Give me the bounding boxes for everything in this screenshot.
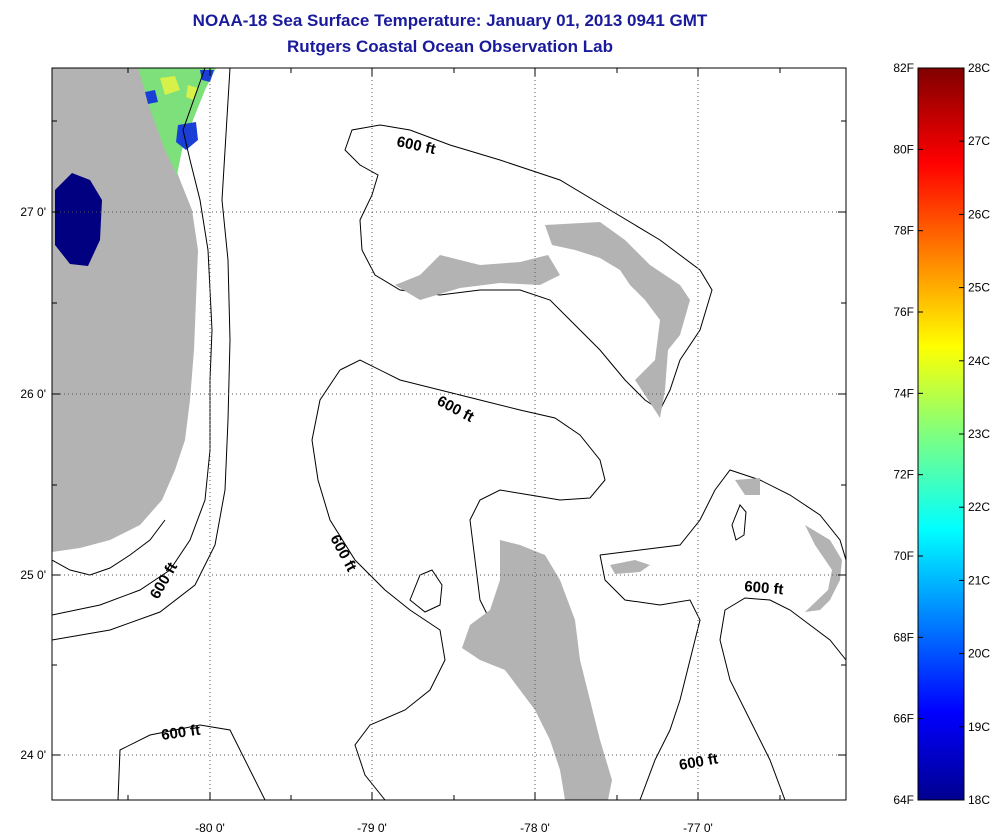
lat-label: 27 0' bbox=[20, 205, 46, 219]
colorbar-c-label: 25C bbox=[968, 281, 990, 295]
lon-label: -78 0' bbox=[520, 821, 550, 835]
abaco-land bbox=[545, 222, 690, 418]
eleuthera-contour bbox=[599, 469, 846, 800]
map-subtitle: Rutgers Coastal Ocean Observation Lab bbox=[287, 37, 613, 56]
colorbar-f-label: 82F bbox=[893, 61, 914, 75]
little-bahama-bank-contour bbox=[344, 124, 713, 411]
grand-bahama-land bbox=[395, 255, 560, 300]
lat-label: 24 0' bbox=[20, 748, 46, 762]
colorbar-f-label: 70F bbox=[893, 549, 914, 563]
west-bank-contour bbox=[311, 369, 446, 800]
contour-label: 600 ft bbox=[160, 722, 201, 744]
map-ticks bbox=[52, 68, 846, 800]
colorbar-f-label: 74F bbox=[893, 386, 914, 400]
andros-land bbox=[462, 540, 612, 800]
colorbar-c-label: 26C bbox=[968, 207, 990, 221]
colorbar-f-label: 64F bbox=[893, 793, 914, 807]
contour-label: 600 ft bbox=[744, 578, 785, 598]
contour-label: 600 ft bbox=[678, 750, 720, 774]
map-title: NOAA-18 Sea Surface Temperature: January… bbox=[192, 11, 708, 30]
colorbar-f-label: 76F bbox=[893, 305, 914, 319]
florida-keys bbox=[52, 519, 166, 576]
lon-label: -79 0' bbox=[357, 821, 387, 835]
sst-warm-spots bbox=[160, 76, 198, 100]
exuma-contour bbox=[599, 554, 701, 800]
colorbar-f-label: 68F bbox=[893, 630, 914, 644]
map-grid bbox=[52, 68, 846, 800]
lat-label: 26 0' bbox=[20, 387, 46, 401]
florida-outer-contour bbox=[52, 68, 231, 641]
colorbar-c-label: 27C bbox=[968, 134, 990, 148]
colorbar-f-label: 80F bbox=[893, 142, 914, 156]
lon-label: -80 0' bbox=[195, 821, 225, 835]
sst-cool-spots bbox=[145, 70, 214, 150]
sst-data-patch bbox=[138, 68, 216, 175]
colorbar-c-label: 24C bbox=[968, 354, 990, 368]
colorbar-c-label: 20C bbox=[968, 647, 990, 661]
colorbar-c-label: 19C bbox=[968, 720, 990, 734]
colorbar-c-label: 23C bbox=[968, 427, 990, 441]
colorbar-c-label: 18C bbox=[968, 793, 990, 807]
colorbar bbox=[917, 67, 965, 801]
colorbar-c-label: 21C bbox=[968, 573, 990, 587]
map-frame bbox=[51, 67, 847, 801]
colorbar-f-label: 78F bbox=[893, 224, 914, 238]
colorbar-ticks bbox=[918, 67, 964, 801]
colorbar-c-label: 28C bbox=[968, 61, 990, 75]
lat-label: 25 0' bbox=[20, 568, 46, 582]
colorbar-f-labels: 82F 80F 78F 76F 74F 72F 70F 68F 66F 64F bbox=[893, 61, 914, 807]
colorbar-f-label: 66F bbox=[893, 712, 914, 726]
colorbar-c-labels: 28C 27C 26C 25C 24C 23C 22C 21C 20C 19C 18C bbox=[968, 61, 990, 807]
colorbar-f-label: 72F bbox=[893, 468, 914, 482]
south-contour bbox=[117, 724, 266, 800]
lon-label: -77 0' bbox=[683, 821, 713, 835]
lake-okeechobee bbox=[55, 173, 102, 266]
island-loop bbox=[731, 504, 747, 541]
colorbar-c-label: 22C bbox=[968, 500, 990, 514]
